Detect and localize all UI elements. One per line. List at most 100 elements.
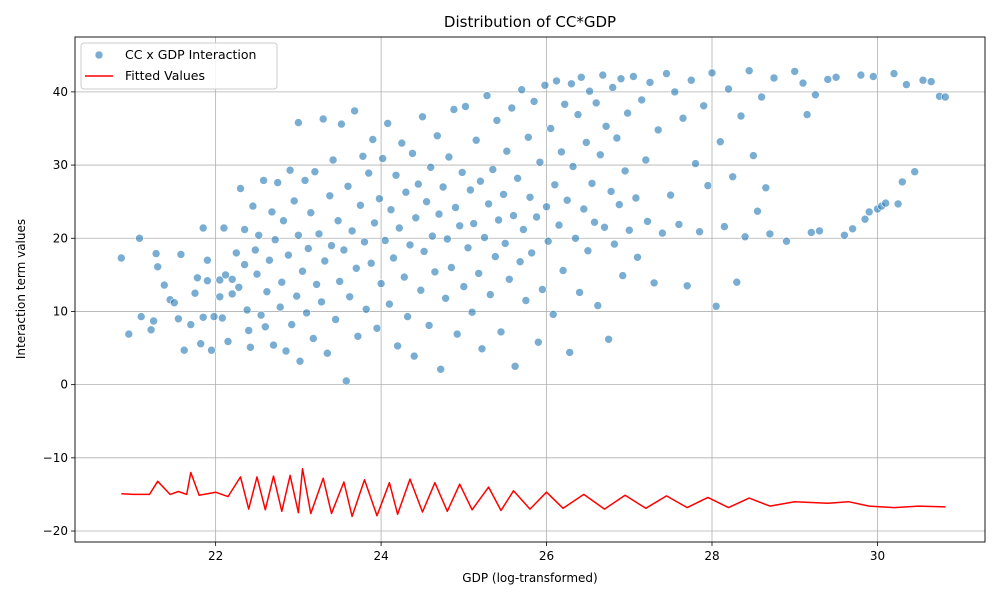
scatter-point [401,187,411,197]
scatter-point [631,193,641,203]
scatter-point [499,190,508,199]
scatter-point [449,105,459,114]
scatter-point [469,219,479,228]
scatter-point [507,103,517,113]
y-tick-label: 40 [53,85,68,99]
scatter-point [897,177,907,187]
scatter-point [548,310,558,319]
axis-ticks: 22 24 26 28 30 −20 −10 0 10 20 30 40 [43,85,885,563]
y-tick-label: −20 [43,524,68,538]
scatter-point [608,83,618,92]
scatter-point [562,195,572,205]
scatter-point [601,122,611,131]
scatter-point [246,342,255,352]
scatter-point [610,239,619,249]
scatter-point [573,110,583,119]
scatter-point [543,236,553,246]
scatter-point [277,277,287,287]
scatter-point [490,252,500,261]
scatter-point [320,256,330,266]
scatter-point [292,291,302,301]
scatter-point [285,165,295,175]
chart-title: Distribution of CC*GDP [444,13,616,31]
scatter-point [707,68,717,78]
scatter-point [686,75,696,85]
scatter-point [370,218,379,228]
scatter-point [312,280,321,289]
scatter-point [452,329,462,339]
scatter-point [203,255,212,265]
scatter-point [633,252,642,262]
scatter-point [571,234,580,243]
scatter-point [560,100,570,109]
scatter-point [149,316,158,326]
scatter-point [864,207,874,217]
legend: CC x GDP Interaction Fitted Values [80,42,278,90]
plot-frame [74,36,986,543]
scatter-point [510,361,520,371]
y-axis-label: Interaction term values [14,219,28,359]
scatter-point [298,266,307,276]
scatter-point [409,351,419,361]
scatter-point [474,269,484,278]
scatter-point [339,245,349,255]
scatter-point [554,220,564,230]
scatter-point [146,325,156,335]
fitted-line-series [121,468,946,518]
scatter-point [535,157,545,167]
scatter-point [215,275,225,285]
scatter-point [488,165,498,174]
scatter-point [391,171,401,180]
scatter-point [310,167,320,176]
scatter-point [502,146,512,156]
scatter-point [811,90,820,100]
scatter-point [533,337,543,347]
scatter-point [236,184,245,193]
scatter-point [408,149,417,158]
scatter-point [868,72,878,81]
scatter-point [317,297,326,307]
scatter-point [484,199,493,209]
scatter-point [753,206,762,216]
scatter-point [643,217,652,226]
scatter-point [637,95,647,105]
scatter-point [567,79,576,89]
scatter-point [325,191,335,201]
scatter-point [542,202,551,212]
scatter-point [565,348,575,357]
scatter-point [496,327,506,337]
scatter-point [327,241,336,250]
scatter-point [279,216,288,225]
scatter-point [356,201,365,210]
scatter-point [604,334,613,344]
y-tick-label: 0 [60,378,68,392]
scatter-point [375,194,384,203]
scatter-point [583,246,593,255]
scatter-point [703,181,713,190]
scatter-point [711,301,721,311]
scatter-point [160,280,169,290]
scatter-point [587,179,597,188]
scatter-point [653,125,663,135]
scatter-point [227,289,237,299]
scatter-point [333,216,343,225]
scatter-point [540,81,550,90]
scatter-point [480,233,489,242]
scatter-point [350,106,359,116]
scatter-point [699,101,709,111]
scatter-point [649,278,659,288]
scatter-point [269,340,278,350]
scatter-point [430,267,440,277]
scatter-point [275,302,285,312]
scatter-point [457,168,467,177]
scatter-point [428,231,437,241]
x-tick-label: 26 [539,549,554,563]
scatter-point [500,239,510,248]
scatter-point [600,223,609,232]
scatter-point [504,274,514,284]
scatter-point [447,263,456,272]
scatter-point [273,178,283,187]
scatter-point [151,249,161,258]
scatter-point [749,151,758,160]
